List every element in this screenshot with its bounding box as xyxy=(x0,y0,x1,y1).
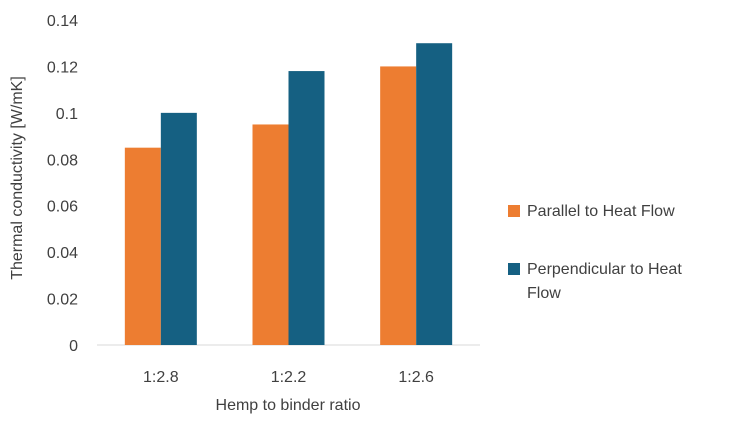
bar-parallel-3 xyxy=(380,66,417,345)
bars xyxy=(124,43,453,346)
x-tick-label: 1:2.2 xyxy=(271,369,307,386)
y-tick-label: 0 xyxy=(69,338,78,355)
legend-label-parallel: Parallel to Heat Flow xyxy=(527,203,675,220)
legend-swatch-perpendicular xyxy=(508,263,520,275)
y-tick-label: 0.08 xyxy=(47,152,78,169)
x-axis-title: Hemp to binder ratio xyxy=(216,397,361,414)
y-axis-title: Thermal conductivity [W/mK] xyxy=(9,76,26,280)
x-tick-label: 1:2.8 xyxy=(143,369,179,386)
legend-swatch-parallel xyxy=(508,205,520,217)
legend: Parallel to Heat Flow Perpendicular to He… xyxy=(508,203,682,302)
bar-parallel-2 xyxy=(252,124,289,345)
y-tick-label: 0.14 xyxy=(47,13,78,30)
legend-label-perpendicular: Perpendicular to Heat Flow xyxy=(527,261,682,302)
y-tick-label: 0.04 xyxy=(47,245,78,262)
bar-parallel-1 xyxy=(124,147,161,345)
x-tick-label: 1:2.6 xyxy=(398,369,434,386)
x-axis: 1:2.8 1:2.2 1:2.6 xyxy=(97,344,480,386)
bar-perpendicular-2 xyxy=(288,71,325,346)
y-tick-label: 0.1 xyxy=(56,106,78,123)
bar-perpendicular-1 xyxy=(160,112,197,345)
y-tick-label: 0.12 xyxy=(47,59,78,76)
bar-perpendicular-3 xyxy=(416,43,453,345)
y-tick-label: 0.06 xyxy=(47,199,78,216)
y-tick-label: 0.02 xyxy=(47,292,78,309)
y-axis: 0 0.02 0.04 0.06 0.08 0.1 0.12 0.14 xyxy=(47,13,78,355)
